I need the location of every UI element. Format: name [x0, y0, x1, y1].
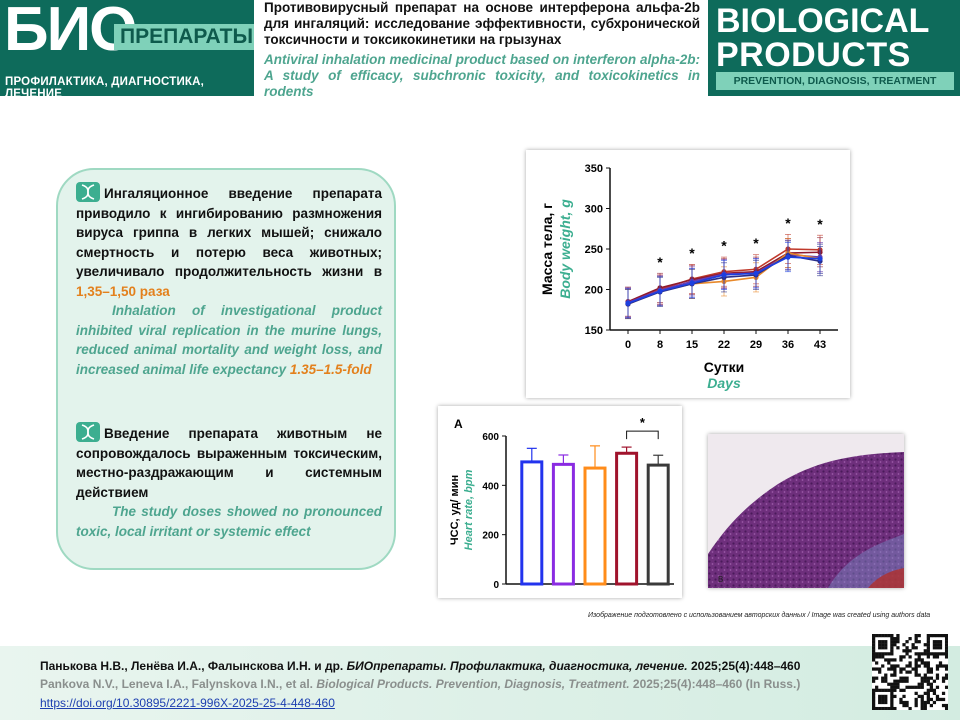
bar	[551, 462, 575, 586]
histology-panel: B	[708, 434, 904, 588]
logo-right-subtitle: PREVENTION, DIAGNOSIS, TREATMENT	[716, 72, 954, 90]
summary-point-1: Ингаляционное введение препарата приводи…	[76, 182, 382, 379]
dna-icon	[76, 182, 100, 202]
data-point	[625, 300, 631, 306]
y-tick-label: 350	[585, 163, 603, 175]
bar	[583, 466, 607, 586]
reference-en-journal: Biological Products. Prevention, Diagnos…	[316, 677, 630, 691]
y-tick-label: 200	[482, 531, 499, 542]
significance-marker: *	[657, 254, 663, 270]
summary-bubble: Ингаляционное введение препарата приводи…	[56, 168, 396, 570]
y-tick-label: 0	[493, 580, 499, 591]
reference-en: Pankova N.V., Leneva I.A., Falynskova I.…	[40, 677, 800, 691]
significance-marker: *	[689, 245, 695, 261]
x-tick-label: 8	[657, 339, 663, 351]
point1-en-highlight: 1.35–1.5-fold	[289, 361, 372, 377]
reference-en-authors: Pankova N.V., Leneva I.A., Falynskova I.…	[40, 677, 314, 691]
y-tick-label: 150	[585, 325, 603, 337]
bar	[520, 460, 544, 586]
y-tick-label: 300	[585, 204, 603, 216]
doi-link[interactable]: https://doi.org/10.30895/2221-996X-2025-…	[40, 696, 335, 710]
heart-rate-chart: A 0 200 400 600 * ЧСС, уд/ мин Heart rate, bpm	[449, 415, 674, 591]
data-point	[721, 272, 727, 278]
logo-left: БИО ПРЕПАРАТЫ ПРОФИЛАКТИКА, ДИАГНОСТИКА,…	[0, 0, 254, 96]
reference-ru-journal: БИОпрепараты. Профилактика, диагностика,…	[346, 659, 688, 673]
dna-icon	[76, 422, 100, 442]
data-point	[689, 280, 695, 286]
y-tick-label: 400	[482, 481, 499, 492]
heart-rate-chart-panel: A 0 200 400 600 * ЧСС, уд/ мин Heart rate, bpm	[438, 406, 682, 598]
x-tick-label: 36	[782, 339, 794, 351]
x-tick-label: 0	[625, 339, 631, 351]
y-tick-label: 600	[482, 432, 499, 443]
significance-marker: *	[753, 235, 759, 251]
data-point	[817, 256, 823, 262]
reference-ru-authors: Панькова Н.В., Ленёва И.А., Фалынскова И…	[40, 659, 344, 673]
point2-ru-text: Введение препарата животным не сопровожд…	[76, 426, 382, 500]
logo-right-line1: BIOLOGICAL	[716, 2, 930, 40]
significance-marker: *	[785, 215, 791, 231]
y-tick-label: 200	[585, 285, 603, 297]
point1-ru-text: Ингаляционное введение препарата приводи…	[76, 186, 382, 279]
logo-left-subtitle: ПРОФИЛАКТИКА, ДИАГНОСТИКА, ЛЕЧЕНИЕ	[5, 76, 205, 96]
y-axis-label-en: Heart rate, bpm	[463, 469, 475, 550]
logo-left-tag: ПРЕПАРАТЫ	[114, 24, 254, 50]
weight-chart-panel: 150 200 250 300 350 0 8 * 15 * 22 * 29 * 36 * 43 * Сутки Da…	[526, 150, 850, 398]
title-block: Противовирусный препарат на основе интер…	[264, 0, 700, 100]
significance-marker: *	[640, 415, 646, 430]
bar	[615, 451, 639, 586]
qr-code-icon[interactable]	[872, 634, 949, 711]
x-tick-label: 43	[814, 339, 826, 351]
data-point	[753, 270, 759, 276]
point1-ru-highlight: 1,35–1,50 раза	[76, 283, 170, 299]
reference-en-tail: 2025;25(4):448–460 (In Russ.)	[632, 677, 801, 691]
x-tick-label: 22	[718, 339, 730, 351]
point1-en-text: Inhalation of investigational product in…	[76, 303, 382, 377]
summary-point-2: Введение препарата животным не сопровожд…	[76, 422, 382, 541]
y-tick-label: 250	[585, 244, 603, 256]
y-axis-label-ru: ЧСС, уд/ мин	[449, 475, 461, 545]
histology-panel-label: B	[718, 575, 723, 584]
logo-right-line2: PRODUCTS	[716, 36, 911, 74]
bar	[646, 463, 670, 586]
logo-right: BIOLOGICAL PRODUCTS PREVENTION, DIAGNOSI…	[708, 0, 960, 96]
data-point	[785, 254, 791, 260]
data-point	[657, 288, 663, 294]
image-credit: Изображение подготовлено с использование…	[588, 612, 931, 619]
histology-image: B	[708, 434, 904, 588]
y-axis-label-en: Body weight, g	[557, 199, 573, 299]
reference-ru-tail: 2025;25(4):448–460	[690, 659, 801, 673]
x-axis-label-ru: Сутки	[704, 359, 745, 375]
title-ru: Противовирусный препарат на основе интер…	[264, 0, 700, 47]
significance-marker: *	[817, 216, 823, 232]
weight-chart: 150 200 250 300 350 0 8 * 15 * 22 * 29 * 36 * 43 * СуткиDa…	[539, 163, 838, 391]
footer	[0, 646, 960, 720]
x-tick-label: 29	[750, 339, 762, 351]
reference-ru: Панькова Н.В., Ленёва И.А., Фалынскова И…	[40, 659, 800, 673]
title-en: Antiviral inhalation medicinal product b…	[264, 52, 700, 99]
point2-en-text: The study doses showed no pronounced tox…	[76, 504, 382, 539]
y-axis-label-ru: Масса тела, г	[539, 203, 555, 295]
x-tick-label: 15	[686, 339, 698, 351]
panel-label: A	[454, 417, 463, 431]
x-axis-label-en: Days	[707, 375, 741, 391]
significance-marker: *	[721, 238, 727, 254]
significance-bracket	[626, 430, 659, 440]
